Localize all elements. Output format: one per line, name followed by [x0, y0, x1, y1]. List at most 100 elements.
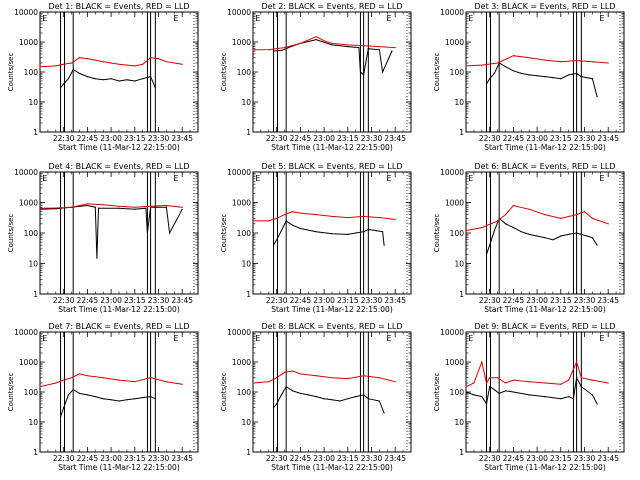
event-letter: E	[468, 334, 473, 343]
data-point-events	[63, 83, 65, 85]
x-axis-label: Start Time (11-Mar-12 22:15:00)	[271, 143, 393, 152]
x-tick-label: 22:45	[503, 296, 525, 305]
data-point-events	[102, 398, 104, 400]
data-point-events	[165, 206, 167, 208]
data-point-lld	[150, 377, 152, 379]
data-point-events	[154, 87, 156, 89]
data-point-lld	[591, 217, 594, 219]
y-axis-label: Counts/sec	[7, 373, 15, 412]
data-point-lld	[78, 57, 81, 59]
data-point-events	[315, 231, 317, 233]
data-point-lld	[291, 211, 294, 213]
series-line-lld	[39, 203, 183, 209]
x-tick-label: 23:15	[337, 134, 359, 143]
panel-det-7: Det 7: BLACK = Events, RED = LLD 1 10 100 10…	[7, 322, 199, 472]
data-point-lld	[71, 206, 73, 208]
y-tick-label: 100	[24, 388, 39, 397]
y-tick-label: 10000	[440, 8, 464, 17]
data-point-events	[59, 416, 62, 418]
data-point-events	[285, 48, 287, 50]
data-point-lld	[71, 62, 73, 64]
data-point-lld	[560, 383, 562, 385]
data-point-events	[110, 78, 112, 80]
series-line-events	[273, 385, 385, 414]
x-tick-label: 23:45	[384, 296, 406, 305]
y-tick-label: 10000	[440, 168, 464, 177]
data-point-lld	[473, 382, 475, 384]
x-tick-label: 23:00	[526, 454, 548, 463]
data-point-lld	[134, 65, 136, 67]
x-axis-label: Start Time (11-Mar-12 22:15:00)	[271, 305, 393, 314]
x-tick-label: 23:00	[313, 296, 335, 305]
x-tick-label: 23:30	[361, 296, 383, 305]
data-point-events	[568, 233, 570, 235]
y-tick-label: 1000	[19, 358, 38, 367]
data-point-lld	[560, 61, 562, 63]
data-point-lld	[481, 361, 483, 363]
data-point-events	[86, 394, 88, 396]
data-point-lld	[568, 379, 570, 381]
data-point-events	[512, 70, 515, 72]
panel-title: Det 4: BLACK = Events, RED = LLD	[49, 162, 190, 171]
x-tick-label: 23:30	[361, 454, 383, 463]
data-point-events	[493, 389, 495, 391]
y-axis-label: Counts/sec	[220, 53, 228, 92]
data-point-events	[485, 403, 488, 405]
x-tick-label: 23:00	[100, 454, 122, 463]
data-point-events	[134, 208, 136, 210]
data-point-events	[489, 244, 491, 246]
series-line-lld	[39, 57, 183, 68]
data-point-lld	[142, 63, 144, 65]
data-point-lld	[528, 208, 530, 210]
x-tick-label: 23:45	[597, 296, 619, 305]
y-tick-label: 1	[459, 290, 464, 299]
y-tick-label: 1	[246, 290, 251, 299]
data-point-events	[358, 47, 360, 49]
panel-det-2: Det 2: BLACK = Events, RED = LLD 1 10 100 10…	[220, 2, 412, 152]
series-line-lld	[252, 370, 396, 384]
x-tick-label: 22:30	[479, 296, 501, 305]
data-point-lld	[86, 58, 88, 60]
y-tick-label: 1000	[445, 38, 464, 47]
data-point-events	[96, 257, 98, 259]
y-tick-label: 1000	[445, 358, 464, 367]
y-tick-label: 10000	[440, 328, 464, 337]
event-letter: E	[42, 14, 47, 23]
data-point-events	[67, 78, 69, 80]
y-tick-label: 10	[241, 260, 251, 269]
x-tick-label: 23:45	[384, 454, 406, 463]
y-axis-label: Counts/sec	[220, 373, 228, 412]
data-point-lld	[560, 217, 562, 219]
data-point-lld	[268, 49, 270, 51]
y-axis-label: Counts/sec	[433, 53, 441, 92]
series-line-lld	[39, 373, 183, 388]
data-point-events	[280, 49, 282, 52]
data-point-events	[382, 231, 384, 233]
data-point-events	[367, 48, 369, 50]
data-point-events	[276, 403, 278, 405]
data-point-events	[291, 224, 294, 226]
data-point-events	[169, 232, 171, 234]
x-tick-label: 23:45	[171, 134, 193, 143]
y-tick-label: 100	[450, 68, 465, 77]
data-point-events	[181, 208, 183, 210]
x-tick-label: 22:45	[290, 296, 312, 305]
data-point-lld	[489, 377, 491, 379]
data-point-events	[552, 239, 554, 241]
data-point-events	[145, 207, 147, 209]
data-point-events	[536, 235, 538, 237]
data-point-events	[560, 78, 562, 80]
data-point-lld	[528, 381, 530, 383]
data-point-events	[67, 394, 69, 396]
data-point-lld	[497, 377, 499, 379]
series-line-lld	[465, 360, 609, 388]
data-point-events	[272, 407, 275, 409]
data-point-lld	[583, 211, 586, 213]
x-axis-label: Start Time (11-Mar-12 22:15:00)	[271, 463, 393, 472]
data-point-events	[339, 400, 341, 402]
data-point-events	[134, 80, 136, 82]
event-letter: E	[386, 334, 391, 343]
data-point-events	[512, 391, 515, 393]
y-axis-label: Counts/sec	[7, 53, 15, 92]
series-line-events	[273, 220, 385, 246]
